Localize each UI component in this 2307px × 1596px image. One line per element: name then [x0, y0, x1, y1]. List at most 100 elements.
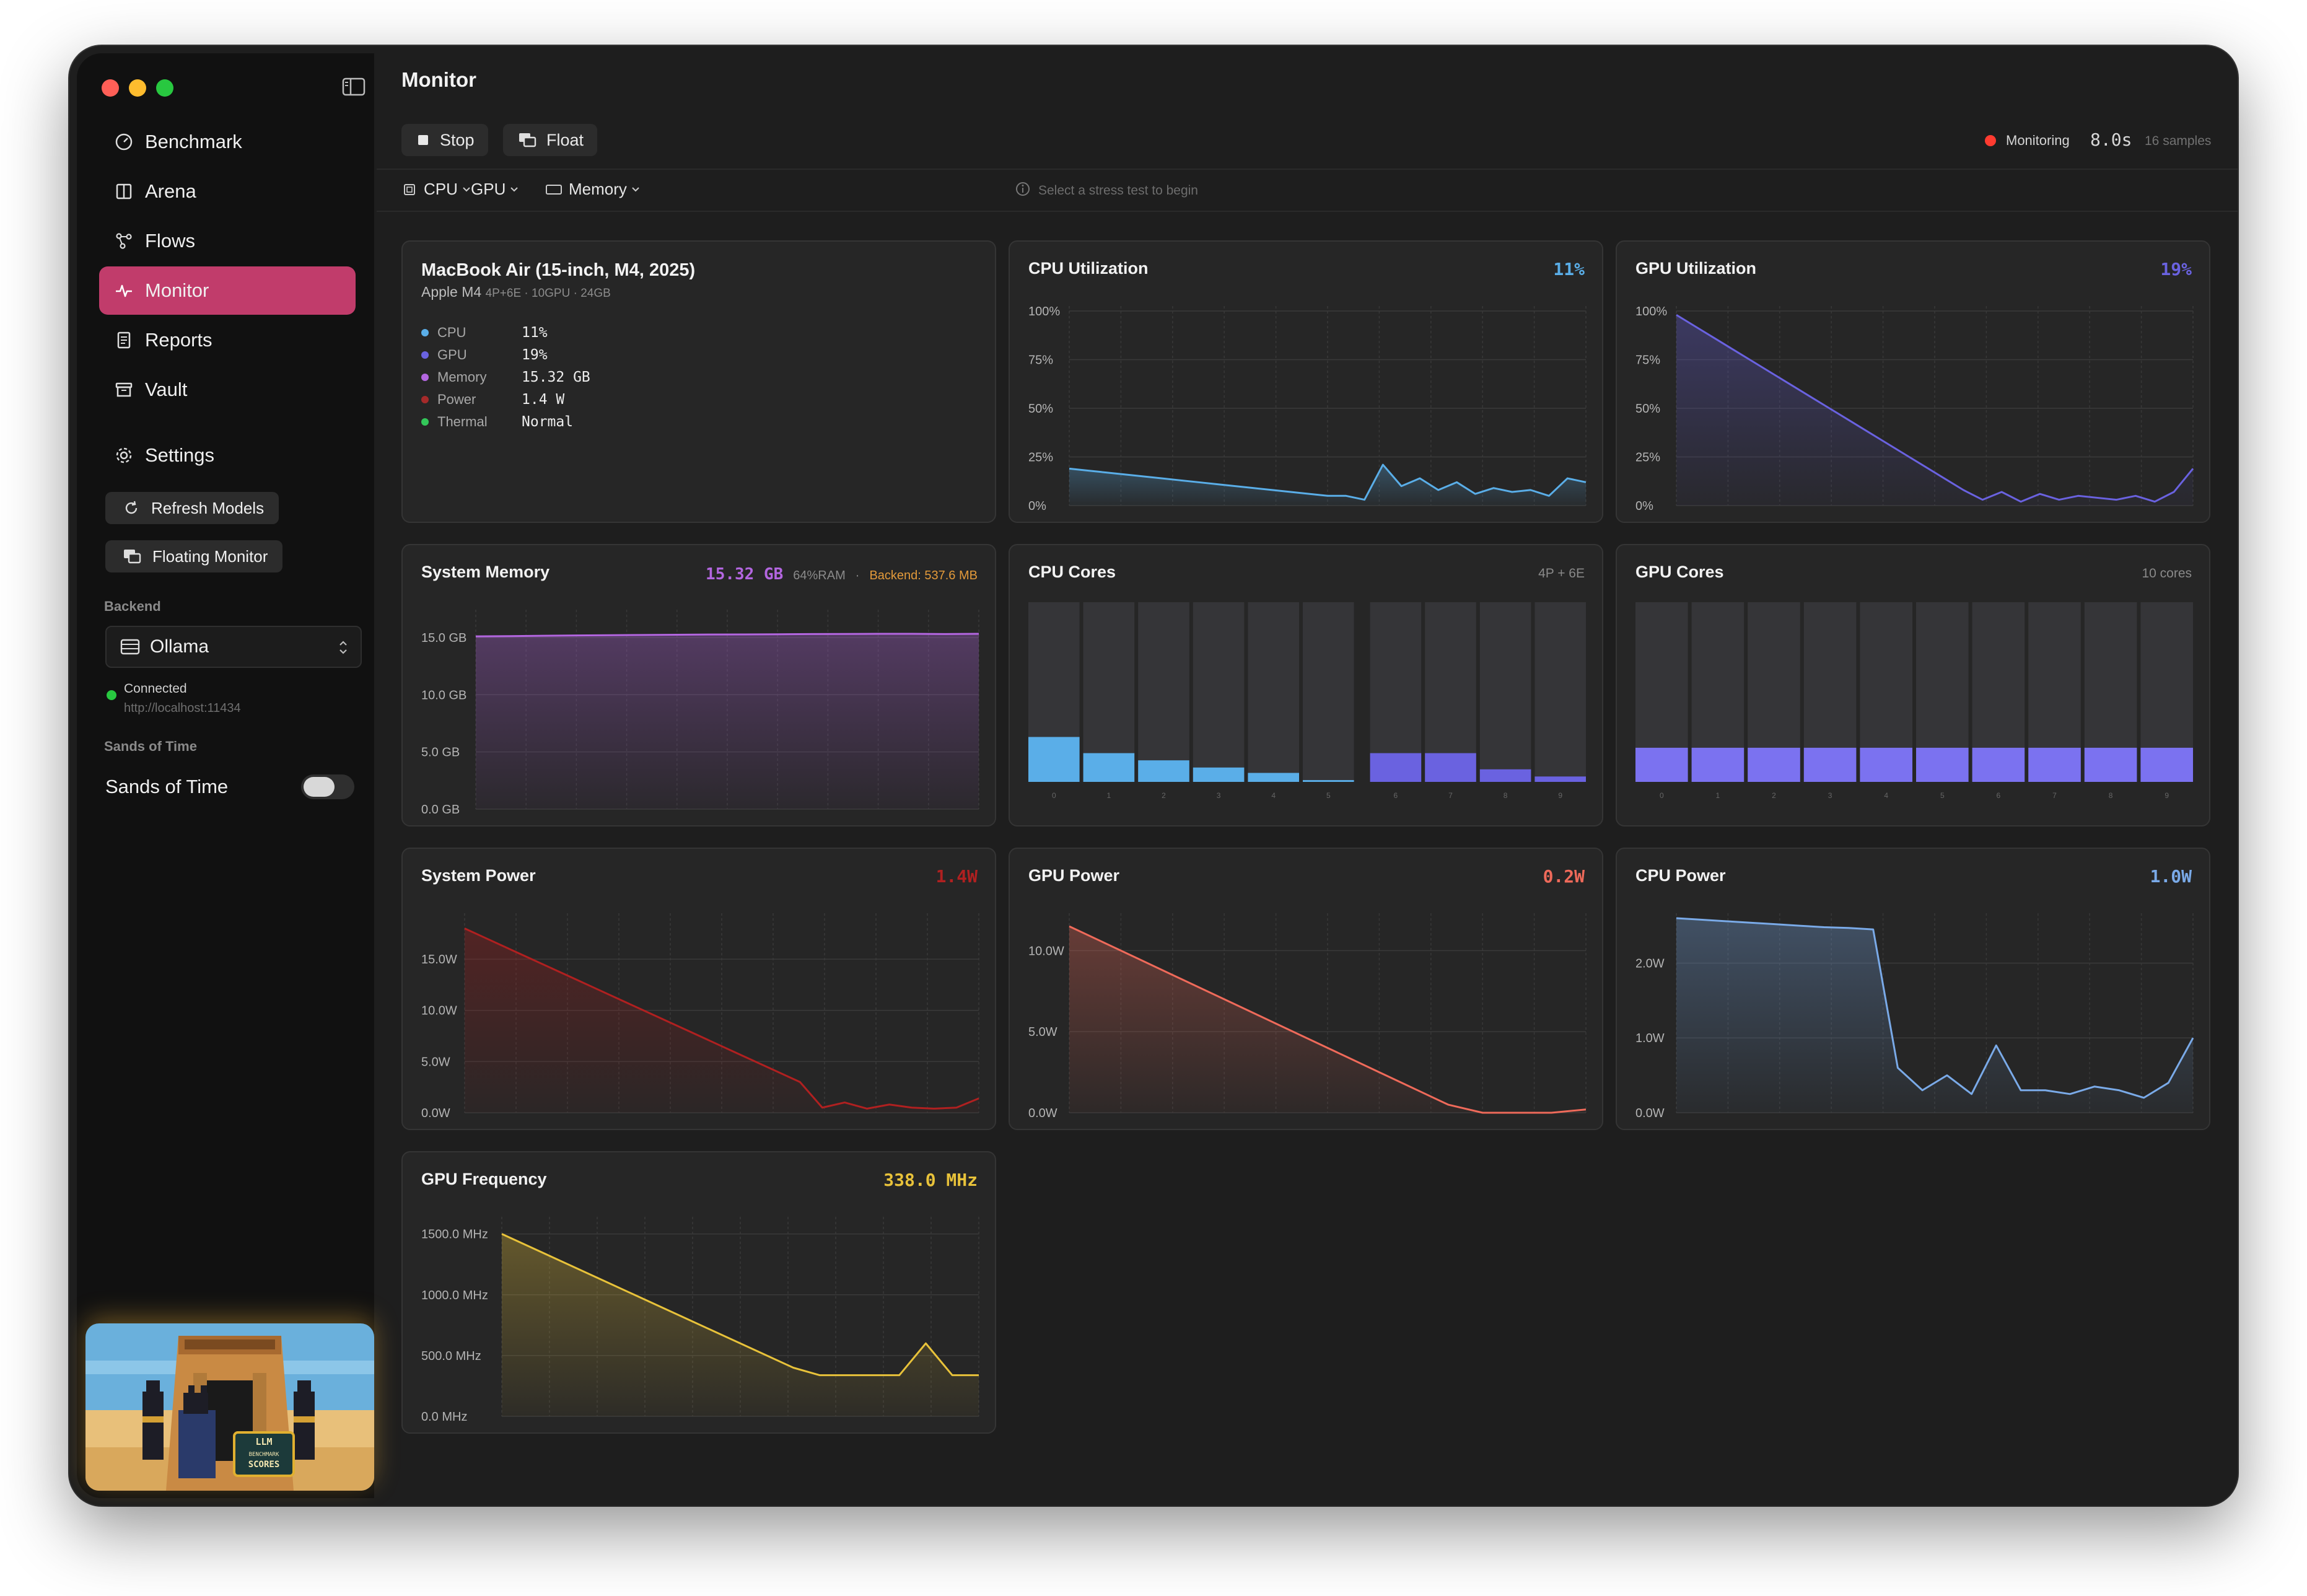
memory-stress-dropdown[interactable]: Memory: [545, 180, 641, 199]
axis-tick-label: 0.0 MHz: [421, 1410, 467, 1424]
banner-badge-line3: SCORES: [248, 1460, 280, 1470]
series-area: [1069, 465, 1586, 506]
backend-select[interactable]: Ollama: [105, 626, 362, 668]
core-bar: [1748, 747, 1800, 782]
core-index-label: 2: [1772, 791, 1776, 800]
panel-title: CPU Power: [1635, 866, 1726, 885]
minimize-window-button[interactable]: [129, 79, 146, 97]
sidebar-item-arena[interactable]: Arena: [99, 167, 356, 216]
refresh-models-button[interactable]: Refresh Models: [105, 492, 279, 524]
zoom-window-button[interactable]: [156, 79, 173, 97]
sidebar-item-label: Vault: [145, 379, 188, 400]
connection-status: Connected: [124, 682, 187, 696]
core-bar: [1138, 760, 1189, 782]
panel-title: CPU Cores: [1028, 563, 1116, 581]
gpu-cores-panel: GPU Cores 10 cores 0 1 2 3 4 5 6 7 8 9: [1616, 544, 2210, 826]
sidebar-item-label: Arena: [145, 180, 196, 202]
chevron-down-icon: [462, 185, 471, 195]
sample-count: 16 samples: [2145, 134, 2212, 148]
stop-button[interactable]: Stop: [401, 124, 488, 156]
sidebar-item-benchmark[interactable]: Benchmark: [99, 118, 356, 166]
ram-percentage: 64%RAM: [793, 569, 846, 582]
connection-status-dot: [107, 690, 116, 700]
core-bar: [1534, 776, 1586, 782]
series-area: [502, 1234, 979, 1416]
chevron-down-icon: [509, 185, 519, 195]
sidebar: Benchmark Arena Flows Monitor Reports Va…: [77, 53, 374, 1498]
core-bar: [2084, 747, 2137, 782]
elapsed-time: 8.0s: [2090, 129, 2132, 150]
report-icon: [112, 330, 136, 350]
memory-icon: [545, 182, 563, 197]
gpu-frequency-panel: GPU Frequency 338.0 MHz 1500.0 MHz 1000.0…: [401, 1151, 996, 1434]
connection-url: http://localhost:11434: [124, 701, 241, 715]
axis-tick-label: 0.0W: [421, 1107, 450, 1120]
device-name: MacBook Air (15-inch, M4, 2025): [421, 260, 696, 280]
sidebar-item-vault[interactable]: Vault: [99, 366, 356, 414]
core-bar: [1803, 747, 1857, 782]
sidebar-item-monitor[interactable]: Monitor: [99, 266, 356, 315]
info-icon[interactable]: [1015, 181, 1031, 197]
cpu-power-chart: 2.0W 1.0W 0.0W: [1617, 913, 2209, 1129]
series-area: [1676, 315, 2193, 506]
stat-row-cpu: CPU 11%: [421, 325, 548, 341]
stress-test-hint: Select a stress test to begin: [1038, 183, 1198, 198]
axis-tick-label: 0%: [1028, 499, 1046, 513]
core-index-label: 8: [1504, 791, 1508, 800]
sidebar-item-label: Settings: [145, 444, 215, 466]
close-window-button[interactable]: [102, 79, 119, 97]
core-index-label: 5: [1940, 791, 1945, 800]
core-track: [1193, 602, 1245, 782]
system-memory-value: 15.32 GB: [706, 565, 784, 584]
gpu-power-panel: GPU Power 0.2W 10.0W 5.0W 0.0W: [1009, 848, 1603, 1130]
gpu-power-chart: 10.0W 5.0W 0.0W: [1010, 913, 1602, 1129]
core-bar: [1193, 767, 1245, 782]
backend-section-label: Backend: [104, 598, 161, 614]
series-area: [1676, 918, 2193, 1113]
gpu-util-chart: 100% 75% 50% 25% 0%: [1617, 305, 2209, 522]
core-bar: [1248, 773, 1299, 782]
axis-tick-label: 100%: [1028, 305, 1060, 318]
cpu-power-panel: CPU Power 1.0W 2.0W 1.0W 0.0W: [1616, 848, 2210, 1130]
archive-icon: [112, 380, 136, 400]
core-index-label: 3: [1828, 791, 1832, 800]
gpu-stress-dropdown[interactable]: GPU: [471, 180, 519, 199]
float-button[interactable]: Float: [503, 124, 598, 156]
system-power-panel: System Power 1.4W 15.0W 10.0W 5.0W 0.0W: [401, 848, 996, 1130]
chevron-down-icon: [631, 185, 641, 195]
core-bar: [1083, 753, 1135, 782]
chart-bottom-mask: [1010, 1123, 1602, 1129]
core-index-label: 7: [1448, 791, 1453, 800]
updown-chevron-icon: [337, 638, 349, 662]
axis-tick-label: 5.0 GB: [421, 746, 460, 760]
sidebar-item-reports[interactable]: Reports: [99, 316, 356, 364]
sidebar-item-label: Benchmark: [145, 131, 242, 152]
stat-row-power: Power 1.4 W: [421, 392, 564, 408]
sidebar-item-flows[interactable]: Flows: [99, 217, 356, 265]
sidebar-item-settings[interactable]: Settings: [99, 431, 356, 480]
sands-toggle-switch[interactable]: [301, 774, 354, 799]
core-track: [1534, 602, 1586, 782]
axis-tick-label: 75%: [1028, 354, 1053, 367]
sidebar-item-label: Flows: [145, 230, 195, 252]
cpu-stress-dropdown[interactable]: CPU: [401, 180, 471, 199]
stat-row-thermal: Thermal Normal: [421, 414, 573, 430]
series-area: [1069, 926, 1586, 1113]
chart-bottom-mask: [1617, 515, 2209, 522]
core-bar: [2028, 747, 2081, 782]
sys-mem-chart: 15.0 GB 10.0 GB 5.0 GB 0.0 GB: [403, 610, 995, 825]
backend-memory: Backend: 537.6 MB: [869, 569, 978, 582]
axis-tick-label: 10.0 GB: [421, 688, 466, 702]
system-memory-panel: System Memory 15.32 GB 64%RAM · Backend:…: [401, 544, 996, 826]
axis-tick-label: 0.0 GB: [421, 803, 460, 817]
windows-icon: [518, 132, 536, 148]
book-icon: [112, 182, 136, 201]
gpu-power-value: 0.2W: [1543, 866, 1585, 887]
chart-bottom-mask: [1010, 515, 1602, 522]
gpu-frequency-value: 338.0 MHz: [883, 1170, 978, 1190]
floating-monitor-button[interactable]: Floating Monitor: [105, 540, 283, 572]
axis-tick-label: 25%: [1028, 451, 1053, 465]
sidebar-toggle-icon[interactable]: [342, 77, 366, 97]
gpu-utilization-panel: GPU Utilization 19% 100% 75% 50% 25% 0%: [1616, 240, 2210, 523]
panel-title: GPU Utilization: [1635, 259, 1756, 278]
